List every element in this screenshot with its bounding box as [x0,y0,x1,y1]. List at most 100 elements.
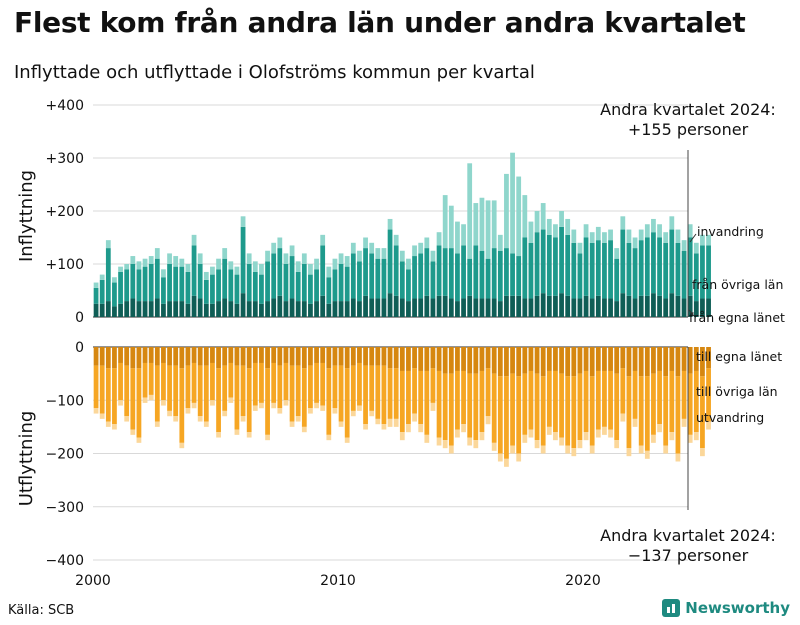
bar-in-invandring [320,234,326,246]
bar-out-egna [167,347,172,366]
bar-out-utvandring [350,410,356,417]
bar-in-egna [363,295,368,317]
bar-out-egna [700,347,705,377]
page-subtitle: Inflyttade och utflyttade i Olofströms k… [14,62,535,83]
bar-out-ovriga [626,376,632,449]
bar-out-egna [142,347,148,363]
bar-in-invandring [295,261,301,272]
bar-out-ovriga [142,362,148,398]
bar-in-egna [669,293,675,317]
bar-out-ovriga [436,370,442,438]
bar-out-ovriga [589,376,595,446]
bar-in-egna [491,298,497,317]
bar-out-egna [681,347,687,371]
bar-in-egna [559,293,564,317]
bar-out-ovriga [608,370,613,430]
bar-out-ovriga [259,362,264,403]
bar-out-utvandring [118,400,123,406]
bar-in-ovriga [326,277,332,304]
bar-out-utvandring [301,426,307,433]
bar-out-utvandring [681,418,687,427]
bar-in-invandring [136,261,142,270]
bar-out-ovriga [332,365,338,409]
bar-out-utvandring [700,448,705,457]
bar-in-ovriga [448,248,454,299]
bar-out-egna [112,347,117,369]
bar-in-egna [706,298,711,317]
bar-out-utvandring [387,418,393,427]
annotation-in: +155 personer [628,120,749,139]
bar-out-egna [595,347,601,371]
bar-in-invandring [461,224,466,246]
bar-in-ovriga [473,245,479,299]
bar-in-ovriga [675,242,681,296]
bar-in-egna [301,301,307,317]
bar-out-egna [283,347,289,363]
bar-out-egna [308,347,313,366]
bar-in-egna [185,303,191,317]
bar-in-ovriga [387,229,393,294]
bar-out-ovriga [546,370,552,427]
bar-in-ovriga [228,269,234,302]
bar-out-egna [210,347,215,363]
bar-in-egna [424,295,430,317]
bar-in-ovriga [246,264,252,302]
bar-in-egna [130,298,136,317]
bar-out-ovriga [289,365,295,422]
bar-in-invandring [234,266,240,275]
bar-out-utvandring [461,424,466,433]
bar-in-egna [406,301,411,317]
bar-in-egna [240,293,246,317]
bar-in-invandring [626,229,632,243]
bar-in-ovriga [479,250,485,299]
bar-in-invandring [363,237,368,249]
y-tick-label: −300 [46,500,84,516]
newsworthy-icon [662,599,681,617]
bar-in-invandring [534,211,540,233]
bar-out-utvandring [173,416,179,422]
bar-out-utvandring [369,410,375,417]
bar-out-utvandring [124,416,130,422]
bar-out-egna [589,347,595,377]
bar-out-egna [295,347,301,366]
bar-out-utvandring [363,424,368,430]
bar-out-egna [406,347,411,371]
bar-out-ovriga [167,365,172,411]
bar-in-invandring [148,256,154,264]
bar-out-utvandring [424,434,430,443]
bar-out-utvandring [595,429,601,438]
bar-in-ovriga [589,242,595,299]
bar-in-egna [418,298,424,317]
series-label-egna-out: till egna länet [696,349,782,364]
bar-in-invandring [173,256,179,267]
bar-in-ovriga [657,237,662,296]
bar-in-invandring [222,248,228,259]
bar-out-egna [130,347,136,369]
bar-in-invandring [430,250,436,262]
bar-in-egna [234,303,240,317]
bar-in-egna [504,295,509,317]
bar-in-ovriga [455,253,460,302]
bar-out-egna [216,347,221,369]
bar-in-egna [657,295,662,317]
bar-in-ovriga [295,271,301,302]
bar-in-invandring [442,195,448,249]
bar-in-egna [479,298,485,317]
bar-out-ovriga [442,373,448,441]
bar-out-ovriga [455,370,460,430]
bar-out-utvandring [491,442,497,451]
bar-out-utvandring [338,421,344,427]
bar-in-invandring [203,271,209,280]
bar-in-invandring [651,218,656,233]
bar-in-invandring [455,221,460,254]
bar-in-egna [399,298,405,317]
bar-in-invandring [406,258,411,270]
bar-out-egna [675,347,681,377]
bar-out-utvandring [467,437,473,446]
bar-in-invandring [418,242,424,254]
bar-in-egna [344,301,350,317]
bar-out-utvandring [406,424,411,433]
bar-in-egna [497,301,503,317]
bar-in-egna [638,295,644,317]
bar-out-utvandring [130,429,136,435]
